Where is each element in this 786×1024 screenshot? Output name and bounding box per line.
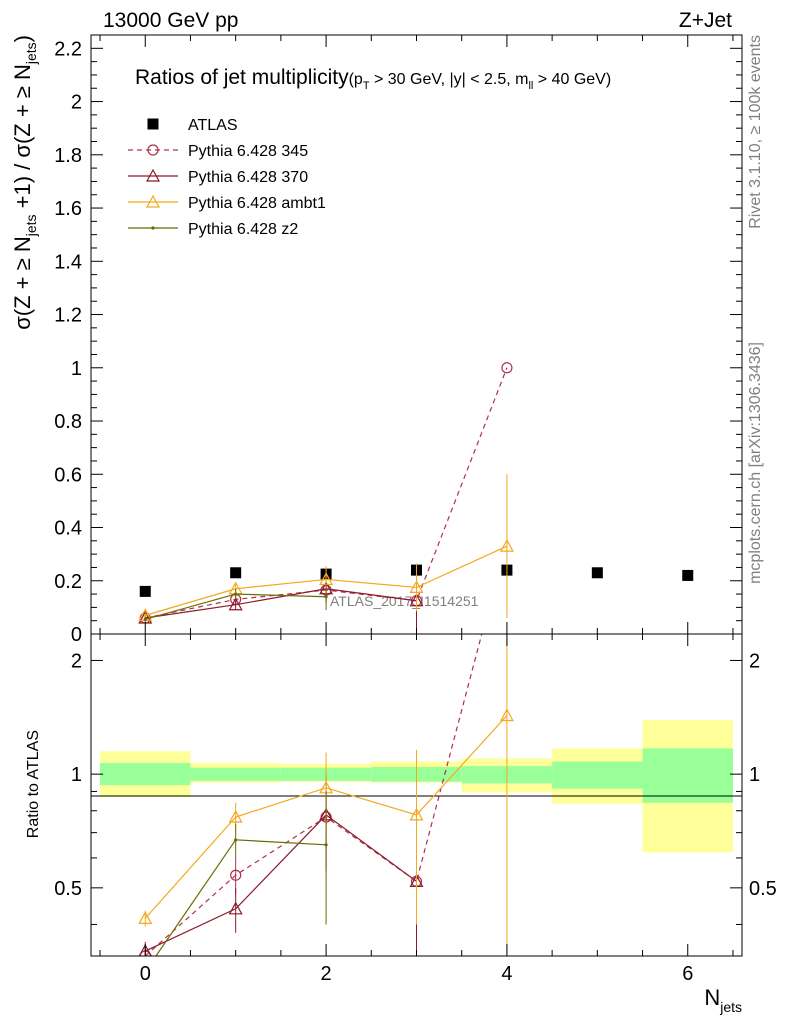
rivet-version-label: Rivet 3.1.10, ≥ 100k events (747, 35, 764, 229)
ratio-series-2-point-1 (228, 809, 243, 823)
analysis-watermark: ATLAS_2017_I1514251 (330, 593, 479, 609)
main-ytick-label-5: 1 (71, 358, 82, 380)
legend-marker-1 (147, 144, 159, 156)
main-ytick-label-0: 0 (71, 624, 82, 646)
main-series-3-point-3 (409, 580, 424, 594)
main-series-4-point-2 (324, 595, 328, 599)
ratio-series-3-point-2 (324, 843, 328, 847)
xtick-label-1: 2 (321, 963, 332, 985)
legend: ATLAS Pythia 6.428 345 Pythia 6.428 370 Pyt… (128, 117, 326, 238)
main-series-4-point-1 (234, 592, 238, 596)
legend-label-1: Pythia 6.428 345 (188, 143, 308, 160)
ratio-series-2-point-0 (138, 911, 153, 925)
title-cuts-m-sub: ll (528, 80, 533, 92)
ratio-ytick-label-left-0: 0.5 (54, 878, 82, 900)
inner-band-1 (190, 767, 281, 781)
ratio-ytick-label-left-1: 1 (71, 764, 82, 786)
main-series-2-point-1 (228, 597, 243, 611)
ylabel-part-b: +1) / σ(Z + ≥ N (10, 64, 35, 214)
ratio-series-0-point-1 (230, 869, 242, 881)
ratio-y-axis-label: Ratio to ATLAS (25, 730, 42, 838)
main-series-3-point-4 (499, 538, 514, 552)
ylabel-sub-1: jets (23, 214, 39, 237)
mcplots-label: mcplots.cern.ch [arXiv:1306.3436] (747, 342, 764, 584)
xtick-label-2: 4 (501, 963, 512, 985)
header-process-label: Z+Jet (679, 9, 732, 32)
inner-band-5 (552, 761, 643, 789)
ratio-ytick-label-right-0: 0.5 (749, 878, 777, 900)
axes-ticks: 0 0.2 0.4 0.6 0.8 1 1.2 1.4 1.6 1.8 2 2.2 0 2 4 6 0.5 0.5… (54, 35, 777, 985)
legend-label-2: Pythia 6.428 370 (188, 169, 308, 186)
main-series-0-point-6 (682, 569, 694, 581)
inner-band-6 (642, 748, 733, 803)
main-series-0-point-0 (139, 585, 151, 597)
legend-marker-0 (147, 118, 159, 130)
plot-title: Ratios of jet multiplicity(pT > 30 GeV, … (135, 66, 611, 92)
ylabel-sub-2: jets (23, 42, 39, 65)
main-ytick-label-8: 1.6 (54, 198, 82, 220)
title-cuts-pt-sub: T (363, 80, 370, 92)
legend-marker-2 (145, 168, 161, 182)
main-ytick-label-7: 1.4 (54, 251, 82, 273)
title-main: Ratios of jet multiplicity (135, 66, 349, 89)
main-ytick-label-2: 0.4 (54, 518, 82, 540)
xtick-label-3: 6 (682, 963, 693, 985)
main-series-4-point-0 (143, 617, 147, 621)
main-ytick-label-11: 2.2 (54, 38, 82, 60)
title-cuts-middle: > 30 GeV, |y| < 2.5, m (370, 71, 529, 88)
main-y-axis-label: σ(Z + ≥ Njets +1) / σ(Z + ≥ Njets) (10, 35, 39, 330)
legend-marker-4 (151, 226, 155, 230)
x-axis-label: Njets (704, 985, 742, 1015)
legend-label-0: ATLAS (188, 117, 238, 134)
ratio-series-2-point-3 (409, 807, 424, 821)
ratio-series-1-point-1 (228, 901, 243, 915)
main-ytick-label-4: 0.8 (54, 411, 82, 433)
xlabel-main: N (704, 985, 720, 1010)
main-ytick-label-3: 0.6 (54, 464, 82, 486)
main-ytick-label-6: 1.2 (54, 305, 82, 327)
ratio-ytick-label-left-2: 2 (71, 650, 82, 672)
main-series-1-point-4 (501, 362, 513, 374)
ratio-series-2-point-4 (499, 708, 514, 722)
ratio-ytick-label-right-1: 1 (749, 764, 760, 786)
title-cuts-pt: (p (349, 71, 363, 88)
ratio-ytick-label-right-2: 2 (749, 650, 760, 672)
ylabel-part-a: σ(Z + ≥ N (10, 236, 35, 330)
ratio-panel-marks (138, 634, 514, 956)
main-series-0-point-5 (591, 567, 603, 579)
xtick-label-0: 0 (140, 963, 151, 985)
main-series-0-point-1 (230, 567, 242, 579)
ratio-series-1-line (144, 814, 417, 952)
main-ytick-label-9: 1.8 (54, 145, 82, 167)
legend-label-4: Pythia 6.428 z2 (188, 221, 298, 238)
header-energy-label: 13000 GeV pp (103, 9, 238, 32)
xlabel-sub: jets (719, 999, 742, 1015)
ylabel-part-c: ) (10, 35, 35, 42)
main-series-2-line (145, 588, 417, 619)
inner-band-0 (100, 763, 191, 786)
main-ytick-label-1: 0.2 (54, 571, 82, 593)
main-ytick-label-10: 2 (71, 92, 82, 114)
ratio-series-3-point-1 (234, 838, 238, 842)
title-cuts-end: > 40 GeV) (533, 71, 611, 88)
main-panel-marks (138, 362, 694, 633)
legend-marker-3 (145, 194, 161, 208)
legend-label-3: Pythia 6.428 ambt1 (188, 195, 326, 212)
ratio-series-1-point-0 (138, 943, 152, 956)
